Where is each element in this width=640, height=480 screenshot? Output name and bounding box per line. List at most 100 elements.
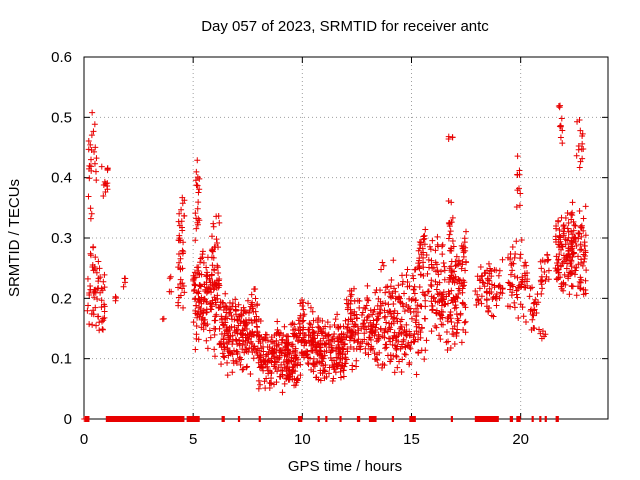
data-point	[319, 317, 326, 324]
data-point	[196, 186, 203, 193]
data-point	[330, 375, 337, 382]
data-point	[176, 259, 183, 266]
data-point	[579, 140, 586, 147]
chart-title: Day 057 of 2023, SRMTID for receiver ant…	[201, 18, 489, 35]
data-point	[491, 284, 498, 291]
data-point	[459, 245, 466, 252]
data-point	[538, 281, 545, 288]
data-point	[271, 346, 278, 353]
data-point	[288, 358, 295, 365]
data-point	[459, 285, 466, 292]
data-point	[432, 268, 439, 275]
data-point	[98, 297, 105, 304]
data-point	[87, 282, 94, 289]
data-point	[321, 341, 328, 348]
data-point	[193, 168, 200, 175]
data-point	[194, 182, 201, 189]
data-point	[386, 288, 393, 295]
data-point	[537, 277, 544, 284]
data-point	[582, 277, 589, 284]
data-point	[199, 254, 206, 261]
data-point	[226, 349, 233, 356]
data-point	[404, 283, 411, 290]
data-point	[256, 347, 263, 354]
data-point	[211, 294, 218, 301]
data-point	[248, 291, 255, 298]
data-point	[440, 296, 447, 303]
data-point	[496, 282, 503, 289]
data-point	[562, 236, 569, 243]
data-point	[559, 243, 566, 250]
data-point	[370, 308, 377, 315]
data-point	[319, 370, 326, 377]
data-point	[319, 358, 326, 365]
data-point	[562, 215, 569, 222]
data-point	[452, 298, 459, 305]
data-point	[507, 250, 514, 257]
data-point	[462, 258, 469, 265]
data-point	[305, 361, 312, 368]
data-point	[486, 290, 493, 297]
data-point	[216, 304, 223, 311]
data-point	[323, 347, 330, 354]
data-point	[377, 309, 384, 316]
data-point	[386, 308, 393, 315]
data-point	[350, 346, 357, 353]
data-point	[541, 268, 548, 275]
data-point	[193, 335, 200, 342]
data-point	[251, 316, 258, 323]
data-point	[229, 369, 236, 376]
data-point	[293, 376, 300, 383]
data-point	[530, 312, 537, 319]
x-tick-label: 15	[403, 431, 420, 448]
data-point	[570, 250, 577, 257]
zero-value-band	[297, 416, 303, 422]
data-point	[439, 251, 446, 258]
data-point	[472, 287, 479, 294]
data-points	[81, 102, 590, 422]
data-point	[392, 334, 399, 341]
data-point	[533, 310, 540, 317]
data-point	[101, 301, 108, 308]
data-point	[389, 293, 396, 300]
data-point	[85, 137, 92, 144]
data-point	[258, 361, 265, 368]
data-point	[372, 329, 379, 336]
data-point	[254, 301, 261, 308]
data-point	[286, 357, 293, 364]
data-point	[438, 302, 445, 309]
data-point	[219, 350, 226, 357]
data-point	[426, 243, 433, 250]
data-point	[234, 341, 241, 348]
x-tick-label: 20	[512, 431, 529, 448]
data-point	[428, 328, 435, 335]
data-point	[177, 276, 184, 283]
data-point	[198, 300, 205, 307]
data-point	[580, 227, 587, 234]
data-point	[325, 331, 332, 338]
data-point	[377, 287, 384, 294]
data-point	[201, 320, 208, 327]
data-point	[527, 308, 534, 315]
data-point	[252, 286, 259, 293]
data-point	[274, 326, 281, 333]
data-point	[318, 348, 325, 355]
data-point	[542, 278, 549, 285]
data-point	[83, 416, 90, 422]
data-point	[553, 267, 560, 274]
data-point	[257, 354, 264, 361]
data-point	[203, 306, 210, 313]
data-point	[444, 347, 451, 354]
data-point	[196, 283, 203, 290]
data-point	[329, 378, 336, 385]
data-point	[208, 247, 215, 254]
data-point	[438, 312, 445, 319]
data-point	[197, 259, 204, 266]
data-point	[351, 285, 358, 292]
data-point	[339, 335, 346, 342]
data-point	[193, 182, 200, 189]
data-point	[285, 366, 292, 373]
data-point	[499, 256, 506, 263]
data-point	[291, 361, 298, 368]
zero-value-band	[509, 416, 514, 422]
